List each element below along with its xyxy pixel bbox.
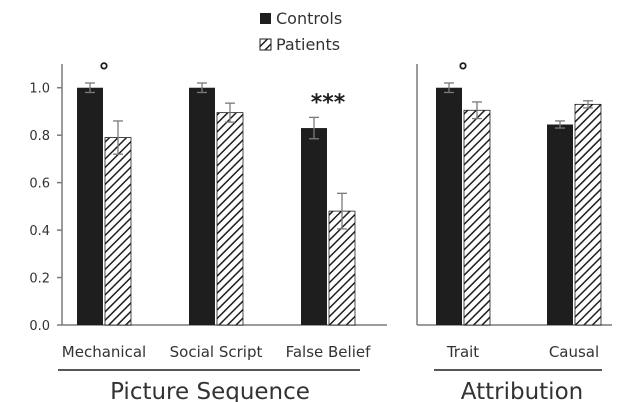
bar-patients <box>463 109 491 326</box>
significance-annotation: ° <box>458 60 469 85</box>
legend: Controls Patients <box>259 9 342 54</box>
y-tick-label: 1.0 <box>29 82 50 97</box>
bar-controls <box>189 87 215 326</box>
group-label-picture-sequence: Picture Sequence <box>110 379 310 402</box>
bar-controls <box>77 87 103 326</box>
significance-annotation: *** <box>311 90 346 115</box>
y-tick-label: 0.4 <box>29 224 50 239</box>
bar-patients <box>216 112 244 326</box>
x-category-label: False Belief <box>286 343 372 361</box>
y-tick-label: 0.8 <box>29 129 50 144</box>
bar-controls <box>547 124 573 325</box>
legend-controls-label: Controls <box>276 9 342 28</box>
legend-patients-swatch <box>259 38 272 51</box>
x-category-label: Mechanical <box>62 343 146 361</box>
y-tick-label: 0.2 <box>29 272 50 287</box>
group-label-attribution: Attribution <box>461 379 583 402</box>
legend-controls-swatch <box>260 13 271 24</box>
significance-annotation: ° <box>99 60 110 85</box>
y-axis-ticks: 0.0 0.2 0.4 0.6 0.8 1.0 <box>29 82 62 334</box>
x-category-label: Social Script <box>170 343 263 361</box>
x-category-label: Trait <box>446 343 479 361</box>
bar-controls <box>436 87 462 326</box>
y-tick-label: 0.6 <box>29 177 50 192</box>
bars: ° *** ° <box>77 60 602 326</box>
bar-patients <box>104 137 132 326</box>
bar-controls <box>301 128 327 325</box>
legend-patients-label: Patients <box>276 35 340 54</box>
y-tick-label: 0.0 <box>29 319 50 334</box>
x-axis-labels: Mechanical Social Script False Belief Trait… <box>62 343 599 361</box>
x-category-label: Causal <box>549 343 599 361</box>
bar-patients <box>574 103 602 326</box>
